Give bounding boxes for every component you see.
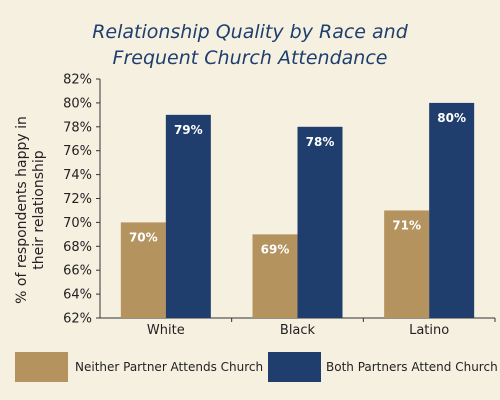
y-axis-label-line-1: % of respondents happy in: [14, 116, 30, 304]
chart-title-line-1: Relationship Quality by Race and: [92, 21, 409, 43]
y-tick-label: 68%: [63, 240, 92, 255]
y-tick-label: 72%: [63, 192, 92, 207]
legend-label: Neither Partner Attends Church: [75, 360, 263, 374]
y-tick-label: 64%: [63, 288, 92, 303]
x-tick-label: White: [147, 323, 185, 338]
plot-area: 62% 64% 66% 68% 70% 72% 74% 76% 78% 80% 82% White 70…: [63, 73, 496, 338]
y-tick-label: 66%: [63, 264, 92, 279]
legend-label: Both Partners Attend Church: [326, 360, 498, 374]
legend-swatch: [268, 352, 321, 382]
bar-value-label: 80%: [437, 111, 466, 125]
y-tick-label: 70%: [63, 216, 92, 231]
y-axis-label-line-2: their relationship: [31, 150, 47, 269]
y-tick-label: 80%: [63, 96, 92, 111]
y-tick-label: 82%: [63, 73, 92, 88]
legend: Neither Partner Attends Church Both Partn…: [15, 352, 498, 382]
y-tick-label: 62%: [63, 312, 92, 327]
bar: [165, 114, 211, 318]
bar: [120, 222, 166, 318]
bar-value-label: 70%: [129, 230, 158, 244]
bar: [384, 210, 430, 318]
y-tick-label: 78%: [63, 120, 92, 135]
bar-value-label: 79%: [174, 123, 203, 137]
y-tick-label: 76%: [63, 144, 92, 159]
y-tick-label: 74%: [63, 168, 92, 183]
bar-value-label: 71%: [392, 218, 421, 232]
bar-value-label: 69%: [261, 242, 290, 256]
x-tick-label: Black: [280, 323, 316, 338]
chart-title-line-2: Frequent Church Attendance: [113, 47, 388, 69]
bar: [297, 126, 343, 318]
bar: [429, 102, 475, 319]
bar: [252, 234, 298, 318]
bar-value-label: 78%: [306, 135, 335, 149]
legend-swatch: [15, 352, 68, 382]
x-tick-label: Latino: [409, 323, 449, 338]
